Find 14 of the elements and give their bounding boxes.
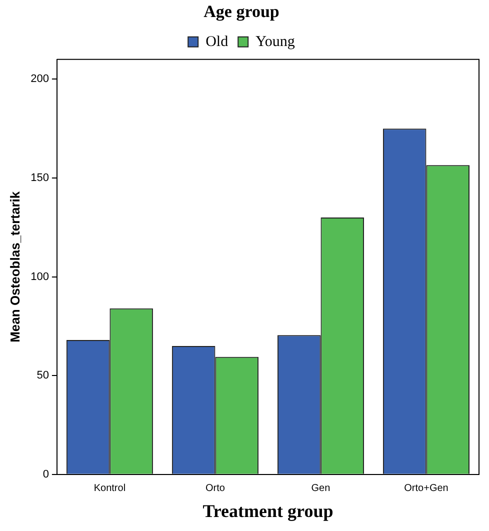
legend-title: Age group bbox=[204, 2, 280, 21]
x-tick-label: Orto bbox=[205, 483, 226, 494]
x-tick-label: Orto+Gen bbox=[404, 483, 448, 494]
y-tick-label: 100 bbox=[30, 270, 49, 283]
y-axis-title: Mean Osteoblas_tertarik bbox=[7, 190, 22, 342]
x-tick-label: Kontrol bbox=[94, 483, 126, 494]
legend-label: Young bbox=[256, 34, 296, 50]
legend-label: Old bbox=[206, 34, 229, 50]
y-tick-label: 200 bbox=[30, 73, 49, 86]
y-tick-label: 50 bbox=[36, 370, 49, 382]
x-tick-label: Gen bbox=[311, 483, 330, 494]
y-tick-label: 0 bbox=[42, 468, 49, 480]
x-axis-title: Treatment group bbox=[202, 500, 334, 521]
y-tick-label: 150 bbox=[30, 172, 49, 184]
